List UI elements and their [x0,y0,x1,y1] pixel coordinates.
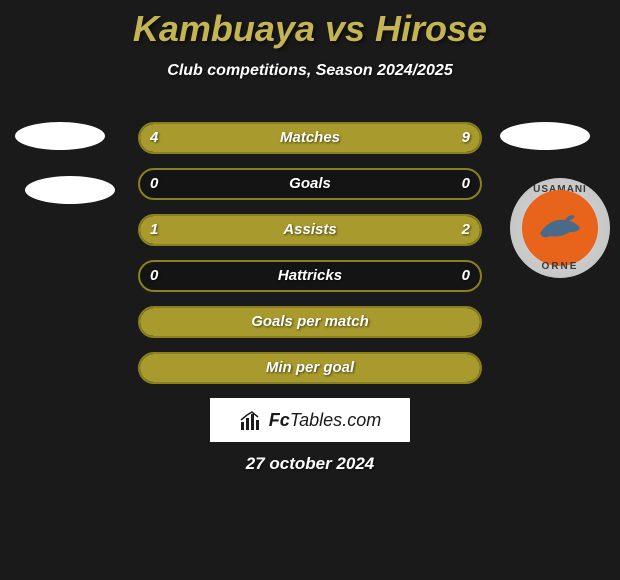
bar-label: Goals per match [140,308,480,336]
stat-bar-row: Goals per match [138,306,482,338]
stat-bar-row: 49Matches [138,122,482,154]
brand-text: FcTables.com [269,410,381,431]
page-subtitle: Club competitions, Season 2024/2025 [0,62,620,80]
page-title: Kambuaya vs Hirose [0,0,620,50]
stat-bar-row: Min per goal [138,352,482,384]
stat-bar-row: 12Assists [138,214,482,246]
bar-label: Goals [140,170,480,198]
stat-bar-row: 00Goals [138,168,482,200]
stat-bar-row: 00Hattricks [138,260,482,292]
brand-box: FcTables.com [210,398,410,442]
bar-label: Matches [140,124,480,152]
right-ellipse-1 [500,122,590,150]
left-ellipse-2 [25,176,115,204]
bar-label: Min per goal [140,354,480,382]
chart-icon [239,408,263,432]
dolphin-icon [535,208,585,248]
bar-label: Assists [140,216,480,244]
brand-bold: Fc [269,410,290,430]
stats-bars-container: 49Matches 00Goals 12Assists 00Hattricks Goal… [138,122,482,398]
badge-bottom-text: ORNE [510,261,610,272]
bar-label: Hattricks [140,262,480,290]
brand-light: Tables [290,410,342,430]
left-ellipse-1 [15,122,105,150]
badge-inner-circle [522,190,598,266]
date-text: 27 october 2024 [0,454,620,474]
brand-suffix: .com [342,410,381,430]
team-badge: USAMANI ORNE [510,178,610,298]
badge-outer-circle: USAMANI ORNE [510,178,610,278]
